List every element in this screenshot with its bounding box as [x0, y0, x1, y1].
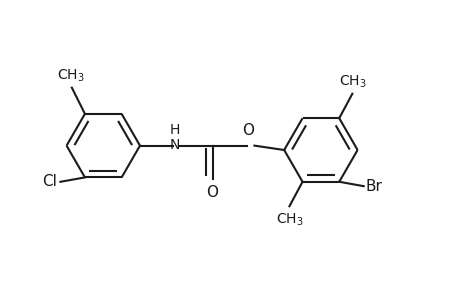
Text: O: O	[242, 123, 254, 138]
Text: O: O	[206, 185, 218, 200]
Text: N: N	[169, 138, 180, 152]
Text: CH$_3$: CH$_3$	[57, 68, 84, 84]
Text: H: H	[169, 123, 180, 137]
Text: CH$_3$: CH$_3$	[339, 74, 366, 90]
Text: Cl: Cl	[42, 174, 57, 189]
Text: Br: Br	[364, 179, 381, 194]
Text: CH$_3$: CH$_3$	[275, 212, 302, 228]
